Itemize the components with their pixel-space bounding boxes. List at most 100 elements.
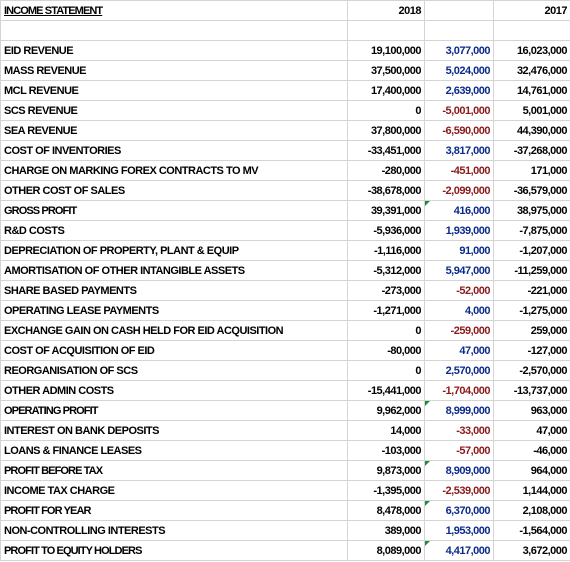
statement-row: AMORTISATION OF OTHER INTANGIBLE ASSETS -… <box>0 260 570 281</box>
value-change: 1,939,000 <box>424 220 494 241</box>
row-label: EXCHANGE GAIN ON CASH HELD FOR EID ACQUI… <box>0 320 348 341</box>
value-change: 6,370,000 <box>424 500 494 521</box>
value-change: -1,704,000 <box>424 380 494 401</box>
error-indicator <box>425 461 430 466</box>
value-2018: -5,312,000 <box>347 260 425 281</box>
value-2017: -46,000 <box>493 440 570 461</box>
value-2017: 47,000 <box>493 420 570 441</box>
row-label: PROFIT BEFORE TAX <box>0 460 348 481</box>
row-label: LOANS & FINANCE LEASES <box>0 440 348 461</box>
blank-row <box>0 20 570 41</box>
row-label: INTEREST ON BANK DEPOSITS <box>0 420 348 441</box>
value-2018: 37,500,000 <box>347 60 425 81</box>
value-2018: 37,800,000 <box>347 120 425 141</box>
value-2018: -1,116,000 <box>347 240 425 261</box>
error-indicator <box>425 201 430 206</box>
value-change: -6,590,000 <box>424 120 494 141</box>
value-2017: -11,259,000 <box>493 260 570 281</box>
value-2017: 44,390,000 <box>493 120 570 141</box>
value-change: 8,909,000 <box>424 460 494 481</box>
statement-row: EID REVENUE 19,100,000 3,077,000 16,023,000 <box>0 40 570 61</box>
row-label: CHARGE ON MARKING FOREX CONTRACTS TO MV <box>0 160 348 181</box>
row-label: MCL REVENUE <box>0 80 348 101</box>
value-2018: -1,271,000 <box>347 300 425 321</box>
row-label: COST OF ACQUISITION OF EID <box>0 340 348 361</box>
value-2017: -13,737,000 <box>493 380 570 401</box>
statement-row: PROFIT BEFORE TAX 9,873,000 8,909,000 964,0… <box>0 460 570 481</box>
value-change: -2,539,000 <box>424 480 494 501</box>
value-change: -52,000 <box>424 280 494 301</box>
value-2018: 8,478,000 <box>347 500 425 521</box>
value-change: 2,570,000 <box>424 360 494 381</box>
statement-row: MASS REVENUE 37,500,000 5,024,000 32,476,00… <box>0 60 570 81</box>
value-2017: 171,000 <box>493 160 570 181</box>
value-2017: 32,476,000 <box>493 60 570 81</box>
error-indicator <box>425 501 430 506</box>
value-2018: 9,962,000 <box>347 400 425 421</box>
value-change: 416,000 <box>424 200 494 221</box>
value-2017: 1,144,000 <box>493 480 570 501</box>
statement-row: NON-CONTROLLING INTERESTS 389,000 1,953,00… <box>0 520 570 541</box>
value-change: -451,000 <box>424 160 494 181</box>
value-change: 91,000 <box>424 240 494 261</box>
value-2017: 964,000 <box>493 460 570 481</box>
statement-row: INCOME TAX CHARGE -1,395,000 -2,539,000 1,1… <box>0 480 570 501</box>
row-label: PROFIT TO EQUITY HOLDERS <box>0 540 348 561</box>
value-2018: 14,000 <box>347 420 425 441</box>
statement-row: DEPRECIATION OF PROPERTY, PLANT & EQUIP -… <box>0 240 570 261</box>
row-label: INCOME TAX CHARGE <box>0 480 348 501</box>
value-2018: -1,395,000 <box>347 480 425 501</box>
row-label: GROSS PROFIT <box>0 200 348 221</box>
value-change: 3,077,000 <box>424 40 494 61</box>
value-change: 4,417,000 <box>424 540 494 561</box>
value-2018: -5,936,000 <box>347 220 425 241</box>
value-2018: 9,873,000 <box>347 460 425 481</box>
value-2018: 8,089,000 <box>347 540 425 561</box>
column-header: 2017 <box>493 0 570 21</box>
statement-row: OTHER ADMIN COSTS -15,441,000 -1,704,000 -1… <box>0 380 570 401</box>
statement-row: REORGANISATION OF SCS 0 2,570,000 -2,570,00… <box>0 360 570 381</box>
value-change: 2,639,000 <box>424 80 494 101</box>
table-title: INCOME STATEMENT <box>0 0 348 21</box>
row-label: OTHER ADMIN COSTS <box>0 380 348 401</box>
value-2017: -127,000 <box>493 340 570 361</box>
value-change: 3,817,000 <box>424 140 494 161</box>
value-2018: 17,400,000 <box>347 80 425 101</box>
value-2017: 3,672,000 <box>493 540 570 561</box>
row-label: SHARE BASED PAYMENTS <box>0 280 348 301</box>
value-change: 47,000 <box>424 340 494 361</box>
value-2018: 0 <box>347 100 425 121</box>
statement-row: R&D COSTS -5,936,000 1,939,000 -7,875,000 <box>0 220 570 241</box>
statement-row: COST OF INVENTORIES -33,451,000 3,817,000-… <box>0 140 570 161</box>
value-change: -2,099,000 <box>424 180 494 201</box>
error-indicator <box>425 541 430 546</box>
value-2017: -7,875,000 <box>493 220 570 241</box>
value-change: 5,024,000 <box>424 60 494 81</box>
row-label: R&D COSTS <box>0 220 348 241</box>
row-label: SCS REVENUE <box>0 100 348 121</box>
value-2017: -36,579,000 <box>493 180 570 201</box>
value-2018: 39,391,000 <box>347 200 425 221</box>
value-2018: -80,000 <box>347 340 425 361</box>
value-2017: 38,975,000 <box>493 200 570 221</box>
row-label: COST OF INVENTORIES <box>0 140 348 161</box>
statement-row: INTEREST ON BANK DEPOSITS 14,000 -33,000 47… <box>0 420 570 441</box>
header-row: INCOME STATEMENT 2018 2017 <box>0 0 570 21</box>
value-change: -57,000 <box>424 440 494 461</box>
statement-row: CHARGE ON MARKING FOREX CONTRACTS TO MV -… <box>0 160 570 181</box>
value-2018: 19,100,000 <box>347 40 425 61</box>
value-2018: 389,000 <box>347 520 425 541</box>
row-label: PROFIT FOR YEAR <box>0 500 348 521</box>
value-change: -259,000 <box>424 320 494 341</box>
value-2017: 963,000 <box>493 400 570 421</box>
statement-row: GROSS PROFIT 39,391,000 416,000 38,975,000 <box>0 200 570 221</box>
statement-row: PROFIT FOR YEAR 8,478,000 6,370,000 2,108,0… <box>0 500 570 521</box>
row-label: NON-CONTROLLING INTERESTS <box>0 520 348 541</box>
row-label: AMORTISATION OF OTHER INTANGIBLE ASSETS <box>0 260 348 281</box>
row-label: OTHER COST OF SALES <box>0 180 348 201</box>
empty-cell <box>424 0 494 21</box>
column-header: 2018 <box>347 0 425 21</box>
statement-row: MCL REVENUE 17,400,000 2,639,000 14,761,000 <box>0 80 570 101</box>
value-2017: -221,000 <box>493 280 570 301</box>
